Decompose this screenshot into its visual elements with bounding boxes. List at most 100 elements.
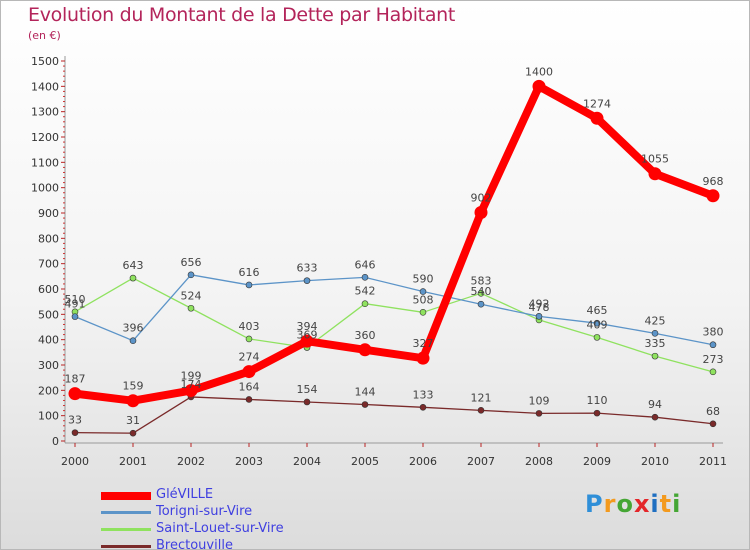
data-label-2: 403: [239, 320, 260, 333]
y-tick-label: 800: [38, 232, 59, 245]
data-point-2: [651, 352, 659, 360]
data-point-0: [68, 387, 82, 401]
data-point-2: [361, 300, 369, 307]
legend-label-2: Saint-Louet-sur-Vire: [156, 521, 284, 536]
data-point-3: [71, 429, 79, 436]
data-label-2: 524: [181, 289, 202, 302]
logo-letter: i: [672, 490, 682, 518]
data-label-2: 643: [123, 259, 144, 272]
data-label-2: 542: [355, 285, 376, 298]
series-layer: [68, 79, 720, 437]
series-line-1: [74, 274, 714, 346]
data-point-2: [129, 274, 137, 282]
data-label-1: 633: [297, 262, 318, 275]
x-tick-label: 2005: [351, 455, 379, 468]
data-point-3: [419, 404, 427, 411]
data-label-2: 508: [413, 293, 434, 306]
x-tick-label: 2000: [61, 455, 89, 468]
data-label-1: 465: [587, 304, 608, 317]
legend-item: GléVILLE: [101, 487, 341, 504]
logo-letter: r: [603, 490, 617, 518]
data-point-1: [129, 337, 137, 344]
data-point-3: [535, 410, 543, 417]
data-label-1: 540: [471, 285, 492, 298]
logo-letter: o: [616, 490, 634, 518]
chart-unit: (en €): [28, 29, 61, 42]
logo-letter: i: [650, 490, 660, 518]
data-point-2: [709, 368, 717, 376]
data-label-2: 510: [65, 293, 86, 306]
data-label-3: 68: [706, 405, 720, 418]
data-point-1: [419, 288, 427, 295]
legend: GléVILLE Torigni-sur-Vire Saint-Louet-su…: [101, 487, 341, 550]
data-point-0: [416, 351, 430, 365]
data-point-0: [648, 167, 662, 181]
data-label-2: 478: [529, 301, 550, 314]
data-label-2: 583: [471, 274, 492, 287]
axes: 0 100 200 300 400 500 600 700 800 900 1000 1100 1200…: [31, 55, 727, 468]
y-tick-label: 0: [52, 435, 59, 448]
y-tick-label: 1500: [31, 55, 59, 68]
legend-label-3: Brectouville: [156, 538, 233, 550]
data-point-3: [303, 398, 311, 406]
data-point-2: [593, 334, 601, 341]
data-label-2: 273: [703, 353, 724, 366]
x-tick-label: 2004: [293, 455, 321, 468]
data-label-3: 174: [181, 378, 202, 391]
data-label-3: 33: [68, 414, 82, 427]
data-label-3: 164: [239, 380, 260, 393]
data-point-3: [593, 409, 601, 417]
data-point-1: [593, 319, 601, 327]
data-label-0: 1274: [583, 97, 611, 110]
data-point-1: [187, 271, 195, 279]
data-label-0: 1055: [641, 153, 669, 166]
data-label-3: 121: [471, 391, 492, 404]
legend-swatch-3: [101, 545, 151, 548]
data-label-0: 159: [123, 380, 144, 393]
y-tick-label: 1200: [31, 131, 59, 144]
y-tick-label: 1000: [31, 182, 59, 195]
data-label-0: 187: [65, 373, 86, 386]
logo-letter: t: [659, 490, 673, 518]
data-point-3: [477, 407, 485, 414]
data-label-3: 154: [297, 383, 318, 396]
chart-title: Evolution du Montant de la Dette par Hab…: [28, 4, 456, 26]
legend-item: Torigni-sur-Vire: [101, 504, 341, 521]
data-label-1: 646: [355, 258, 376, 271]
data-point-1: [477, 300, 485, 308]
logo-letter: P: [585, 490, 604, 518]
data-label-1: 425: [645, 314, 666, 327]
data-label-2: 369: [297, 329, 318, 342]
data-point-1: [535, 313, 543, 320]
legend-swatch-2: [101, 528, 151, 531]
data-label-1: 616: [239, 266, 260, 279]
data-labels: 187 159 199 274 394 360 327 902 1400 1274 1055 968 4…: [65, 65, 724, 427]
data-point-0: [532, 79, 546, 93]
series-line-0: [71, 82, 717, 405]
data-point-0: [358, 343, 372, 357]
data-label-1: 380: [703, 326, 724, 339]
legend-swatch-0: [101, 492, 151, 500]
y-tick-label: 600: [38, 283, 59, 296]
data-point-3: [361, 401, 369, 408]
y-tick-label: 400: [38, 334, 59, 347]
y-tick-label: 1400: [31, 80, 59, 93]
y-tick-label: 500: [38, 308, 59, 321]
x-tick-label: 2009: [583, 455, 611, 468]
data-label-1: 492: [529, 297, 550, 310]
data-label-0: 1400: [525, 65, 553, 78]
data-point-0: [706, 189, 720, 203]
legend-label-0: GléVILLE: [156, 487, 214, 502]
data-label-3: 31: [126, 414, 140, 427]
data-label-3: 109: [529, 394, 550, 407]
data-point-0: [184, 384, 198, 398]
data-point-1: [361, 274, 369, 281]
data-point-0: [300, 334, 314, 348]
x-tick-label: 2001: [119, 455, 147, 468]
y-tick-label: 1300: [31, 106, 59, 119]
series-line-2: [74, 277, 714, 373]
data-label-2: 335: [645, 337, 666, 350]
data-label-1: 590: [413, 273, 434, 286]
x-tick-label: 2002: [177, 455, 205, 468]
